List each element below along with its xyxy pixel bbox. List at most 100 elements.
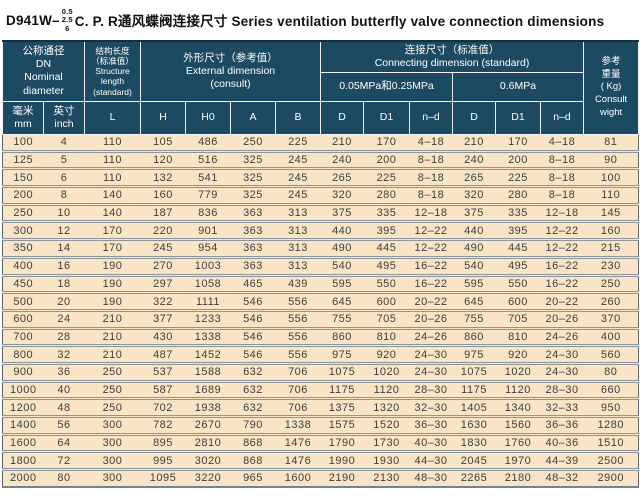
table-cell: 28: [43, 328, 85, 348]
table-cell: 632: [230, 398, 276, 418]
table-cell: 556: [275, 292, 321, 312]
table-cell: 225: [495, 168, 541, 189]
table-cell: 245: [275, 151, 321, 171]
table-cell: 250: [230, 134, 276, 153]
table-cell: 1689: [185, 381, 231, 401]
table-cell: 546: [230, 345, 276, 365]
table-cell: 36: [43, 363, 85, 383]
table-cell: 1588: [185, 363, 231, 383]
table-row: 125 5 110 120 516 325 245 240 200 8–18 240 200 8–18 9…: [2, 151, 639, 171]
table-cell: 1111: [185, 292, 231, 312]
table-cell: 363: [230, 204, 276, 224]
table-cell: 810: [495, 328, 541, 348]
table-cell: 32–33: [540, 398, 584, 418]
table-cell: 36–30: [409, 416, 453, 436]
table-cell: 40: [43, 381, 85, 401]
table-cell: 297: [140, 275, 186, 295]
table-cell: 20: [43, 292, 85, 312]
table-cell: 335: [495, 204, 541, 224]
table-cell: 300: [84, 434, 141, 454]
header-weight: 参考 重量 ( Kg) Consult wight: [583, 40, 640, 135]
table-cell: 537: [140, 363, 186, 383]
table-cell: 395: [495, 221, 541, 242]
title-text: C. P. R通风蝶阀连接尺寸 Series ventilation butte…: [74, 14, 605, 30]
table-cell: 600: [495, 292, 541, 312]
table-cell: 445: [495, 239, 541, 259]
table-cell: 170: [84, 221, 141, 242]
table-cell: 1338: [185, 328, 231, 348]
table-cell: 160: [140, 186, 186, 206]
table-cell: 64: [43, 434, 85, 454]
table-cell: 632: [230, 381, 276, 401]
table-cell: 230: [583, 257, 639, 277]
table-cell: 16: [43, 257, 85, 277]
table-cell: 225: [275, 134, 321, 153]
pressure-value: 0.5: [61, 7, 73, 16]
table-cell: 779: [185, 186, 231, 206]
table-cell: 1730: [363, 434, 410, 454]
sub-column-header: n–d: [409, 101, 453, 135]
table-cell: 140: [84, 186, 141, 206]
table-cell: 24: [43, 310, 85, 330]
table-cell: 240: [320, 151, 364, 171]
table-cell: 187: [140, 204, 186, 224]
table-cell: 1175: [320, 381, 364, 401]
table-cell: 632: [230, 363, 276, 383]
table-cell: 1800: [2, 451, 44, 472]
table-cell: 1970: [495, 451, 541, 472]
table-cell: 250: [84, 363, 141, 383]
header-pressure-high: 0.6MPa: [451, 72, 585, 102]
table-cell: 706: [275, 398, 321, 418]
table-cell: 245: [140, 239, 186, 259]
table-cell: 32: [43, 345, 85, 365]
table-cell: 48–32: [545, 472, 579, 485]
table-cell: 1405: [452, 398, 496, 418]
table-cell: 595: [452, 275, 496, 295]
table-cell: 2000: [10, 472, 37, 485]
table-cell: 170: [495, 134, 541, 153]
table-row: 500 20 190 322 1111 546 556 645 600 20–22 645 600 20…: [2, 292, 639, 312]
table-cell: 313: [275, 239, 321, 259]
table-cell: 1830: [452, 434, 496, 454]
table-cell: 110: [84, 168, 141, 189]
table-cell: 445: [363, 239, 410, 259]
table-cell: 44–30: [409, 451, 453, 472]
table-cell: 836: [185, 204, 231, 224]
table-cell: 24–30: [540, 345, 584, 365]
table-body: 100 4 110 105 486 250 225 210 170 4–18 210 170 4–18 8…: [2, 134, 639, 487]
table-row: 150 6 110 132 541 325 245 265 225 8–18 265 225 8–18 1…: [2, 168, 639, 189]
table-cell: 100: [583, 168, 639, 189]
table-cell: 430: [140, 328, 186, 348]
table-cell: 210: [84, 328, 141, 348]
table-cell: 313: [275, 257, 321, 277]
table-cell: 901: [185, 221, 231, 242]
table-cell: 2190: [328, 472, 356, 485]
table-cell: 1095: [149, 472, 177, 485]
table-cell: 320: [452, 186, 496, 206]
header-pressure-low: 0.05MPa和0.25MPa: [320, 72, 453, 102]
table-cell: 28–30: [409, 381, 453, 401]
table-cell: 18: [43, 275, 85, 295]
table-cell: 1320: [363, 398, 410, 418]
table-cell: 375: [452, 204, 496, 224]
table-cell: 40–36: [540, 434, 584, 454]
table-cell: 495: [363, 257, 410, 277]
table-cell: 170: [84, 239, 141, 259]
table-cell: 20–22: [540, 292, 584, 312]
table-cell: 8–18: [409, 186, 453, 206]
sub-column-header: A: [230, 101, 276, 135]
table-cell: 225: [363, 168, 410, 189]
table-cell: 755: [452, 310, 496, 330]
table-cell: 5: [43, 151, 85, 171]
table-cell: 400: [2, 257, 44, 277]
table-cell: 4: [43, 134, 85, 153]
table-cell: 600: [363, 292, 410, 312]
table-cell: 215: [583, 239, 639, 259]
table-cell: 6: [43, 168, 85, 189]
table-cell: 132: [140, 168, 186, 189]
table-cell: 810: [363, 328, 410, 348]
table-cell: 440: [452, 221, 496, 242]
table-cell: 540: [452, 257, 496, 277]
table-cell: 2810: [185, 434, 231, 454]
